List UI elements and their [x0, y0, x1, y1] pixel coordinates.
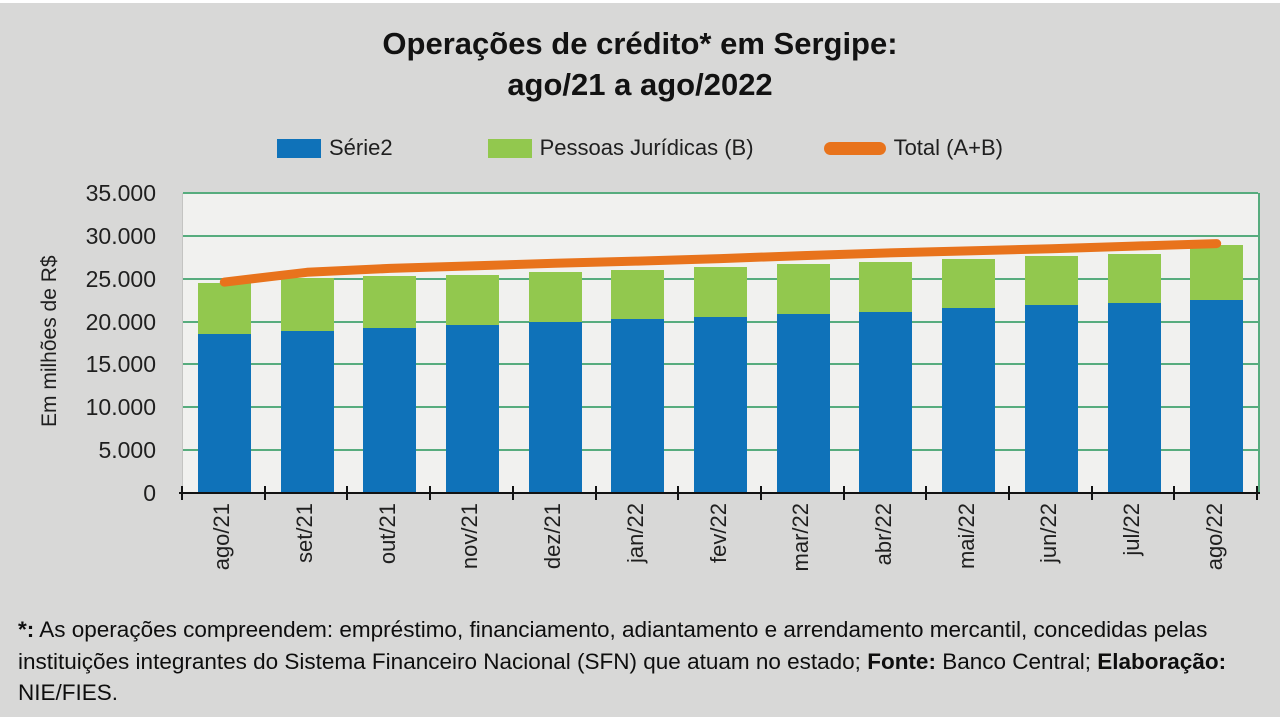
- y-tick-label: 0: [143, 480, 156, 506]
- legend-label-serie2: Série2: [329, 135, 393, 160]
- bar-segment-serie2: [1107, 303, 1161, 493]
- footnote-bold-segment: Fonte:: [867, 648, 936, 674]
- footnote-segment: Banco Central;: [935, 648, 1098, 674]
- gridline: [183, 234, 1258, 237]
- bar-segment-pessoas-juridicas: [942, 258, 996, 309]
- bar-segment-pessoas-juridicas: [611, 269, 665, 320]
- x-category-label: jul/22: [1119, 503, 1144, 556]
- gridline: [183, 192, 1258, 194]
- bar-segment-serie2: [942, 308, 996, 493]
- bar-segment-pessoas-juridicas: [859, 261, 913, 312]
- footnote: *: As operações compreendem: empréstimo,…: [18, 614, 1264, 709]
- total-line-path: [219, 239, 1222, 287]
- bar-segment-serie2: [1190, 300, 1244, 493]
- x-tick-mark: [1007, 486, 1010, 500]
- x-category-label: out/21: [374, 503, 400, 565]
- chart-title-line2: ago/21 a ago/2022: [507, 67, 773, 102]
- x-tick-mark: [1256, 486, 1258, 500]
- x-category-label: abr/22: [870, 503, 896, 566]
- x-category-label: jun/22: [1036, 503, 1062, 563]
- bar-segment-serie2: [611, 319, 665, 493]
- bar-segment-serie2: [694, 317, 747, 493]
- x-tick-mark: [346, 486, 349, 500]
- legend-label-pessoas-juridicas: Pessoas Jurídicas (B): [539, 135, 754, 160]
- y-tick-label: 5.000: [98, 437, 156, 464]
- y-tick-label: 30.000: [85, 222, 156, 249]
- total-line: [219, 239, 1222, 287]
- x-category-label: dez/21: [540, 503, 566, 570]
- x-tick-mark: [181, 486, 183, 500]
- footnote-segment: As operações compreendem: empréstimo, fi…: [18, 617, 1208, 674]
- blue-rect-swatch-icon: [277, 138, 321, 158]
- x-tick-mark: [925, 486, 928, 500]
- bar-segment-serie2: [280, 331, 334, 493]
- x-tick-mark: [429, 486, 432, 500]
- x-category-label: mar/22: [788, 503, 814, 572]
- bar-segment-pessoas-juridicas: [197, 283, 251, 335]
- y-tick-label: 10.000: [85, 394, 156, 421]
- bar-segment-pessoas-juridicas: [445, 274, 499, 326]
- bar-segment-pessoas-juridicas: [363, 275, 417, 329]
- legend-item-serie2: Série2: [277, 135, 393, 161]
- orange-line-swatch-icon: [823, 141, 886, 155]
- y-tick-label: 15.000: [85, 351, 156, 378]
- x-tick-mark: [842, 486, 845, 500]
- bar-segment-pessoas-juridicas: [528, 271, 582, 323]
- y-tick-label: 25.000: [85, 265, 156, 292]
- footnote-bold-segment: *:: [18, 617, 35, 642]
- x-tick-mark: [1173, 486, 1176, 500]
- x-category-label: mai/22: [953, 503, 979, 570]
- bar-segment-pessoas-juridicas: [1107, 253, 1161, 304]
- x-tick-mark: [594, 486, 597, 500]
- bar-segment-serie2: [528, 322, 582, 493]
- bar-segment-pessoas-juridicas: [776, 263, 830, 314]
- bar-segment-pessoas-juridicas: [280, 277, 334, 332]
- plot-area: [182, 192, 1260, 493]
- footnote-segment: NIE/FIES.: [18, 680, 119, 705]
- bar-segment-serie2: [363, 328, 417, 493]
- y-tick-label: 35.000: [85, 180, 156, 206]
- green-rect-swatch-icon: [487, 138, 532, 158]
- bar-segment-pessoas-juridicas: [1024, 256, 1078, 305]
- bar-segment-serie2: [197, 334, 251, 493]
- x-tick-mark: [263, 486, 266, 500]
- bar-segment-pessoas-juridicas: [1190, 245, 1244, 301]
- legend-item-pessoas-juridicas: Pessoas Jurídicas (B): [487, 135, 754, 161]
- x-tick-mark: [677, 486, 680, 500]
- bar-segment-serie2: [859, 311, 913, 493]
- x-category-label: jan/22: [622, 503, 648, 563]
- chart-legend: Série2 Pessoas Jurídicas (B) Total (A+B): [0, 135, 1280, 161]
- y-tick-label: 20.000: [85, 308, 156, 335]
- bar-segment-serie2: [776, 314, 830, 493]
- x-tick-mark: [1090, 486, 1093, 500]
- x-category-label: ago/21: [209, 503, 235, 571]
- footnote-bold-segment: Elaboração:: [1097, 648, 1227, 674]
- bar-segment-serie2: [1024, 305, 1078, 493]
- x-category-label: set/21: [292, 503, 317, 563]
- bar-segment-pessoas-juridicas: [694, 267, 747, 318]
- x-category-label: nov/21: [457, 503, 483, 570]
- x-category-label: fev/22: [705, 503, 731, 563]
- chart-title-line1: Operações de crédito* em Sergipe:: [382, 26, 898, 61]
- x-category-label: ago/22: [1201, 503, 1227, 571]
- bar-segment-serie2: [445, 325, 499, 493]
- legend-item-total: Total (A+B): [823, 135, 1003, 161]
- slide-background: Operações de crédito* em Sergipe: ago/21…: [0, 3, 1280, 717]
- chart-title: Operações de crédito* em Sergipe: ago/21…: [0, 23, 1280, 105]
- x-tick-mark: [511, 486, 514, 500]
- x-tick-mark: [759, 486, 762, 500]
- legend-label-total: Total (A+B): [893, 135, 1003, 160]
- x-axis-line: [179, 492, 1260, 494]
